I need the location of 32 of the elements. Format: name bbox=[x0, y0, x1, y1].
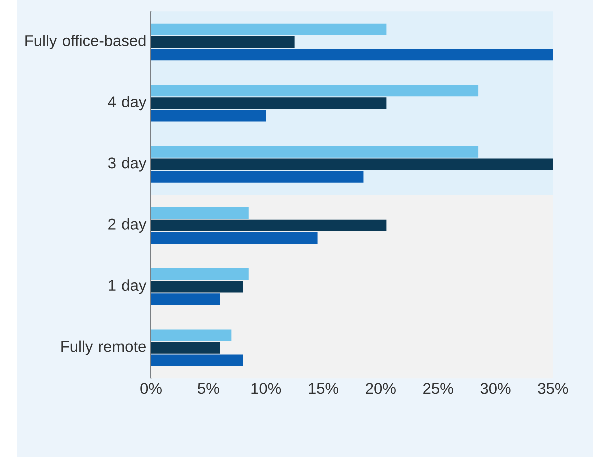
bar bbox=[151, 110, 266, 122]
bar bbox=[151, 24, 387, 36]
x-tick-label: 35% bbox=[538, 383, 568, 394]
x-tick-label: 0% bbox=[140, 383, 162, 394]
bar bbox=[151, 146, 479, 158]
x-tick-label: 5% bbox=[198, 383, 220, 394]
bar bbox=[151, 354, 244, 366]
y-tick-label: 3 day bbox=[108, 157, 147, 172]
x-tick-label: 25% bbox=[424, 383, 454, 394]
bar bbox=[151, 84, 479, 97]
x-tick-label: 30% bbox=[480, 383, 511, 394]
bar bbox=[151, 158, 554, 170]
y-tick-label: Fully office-based bbox=[26, 34, 146, 50]
y-tick-label: 4 day bbox=[108, 96, 147, 111]
bar bbox=[151, 207, 249, 219]
bar bbox=[151, 330, 232, 342]
y-tick-label: 2 day bbox=[108, 218, 147, 233]
bar bbox=[151, 48, 554, 60]
x-tick-label: 20% bbox=[366, 383, 396, 394]
bar bbox=[151, 232, 318, 244]
y-tick-label: Fully remote bbox=[62, 340, 146, 356]
y-tick-label: 1 day bbox=[109, 280, 147, 294]
bar bbox=[151, 36, 295, 48]
bar bbox=[151, 342, 220, 354]
bar bbox=[151, 293, 220, 306]
bar bbox=[151, 220, 387, 232]
x-tick-label: 10% bbox=[252, 383, 282, 394]
x-tick-label: 15% bbox=[309, 383, 339, 394]
bar bbox=[151, 268, 249, 280]
bar bbox=[151, 171, 364, 183]
bar bbox=[151, 280, 244, 293]
bar bbox=[151, 97, 387, 110]
